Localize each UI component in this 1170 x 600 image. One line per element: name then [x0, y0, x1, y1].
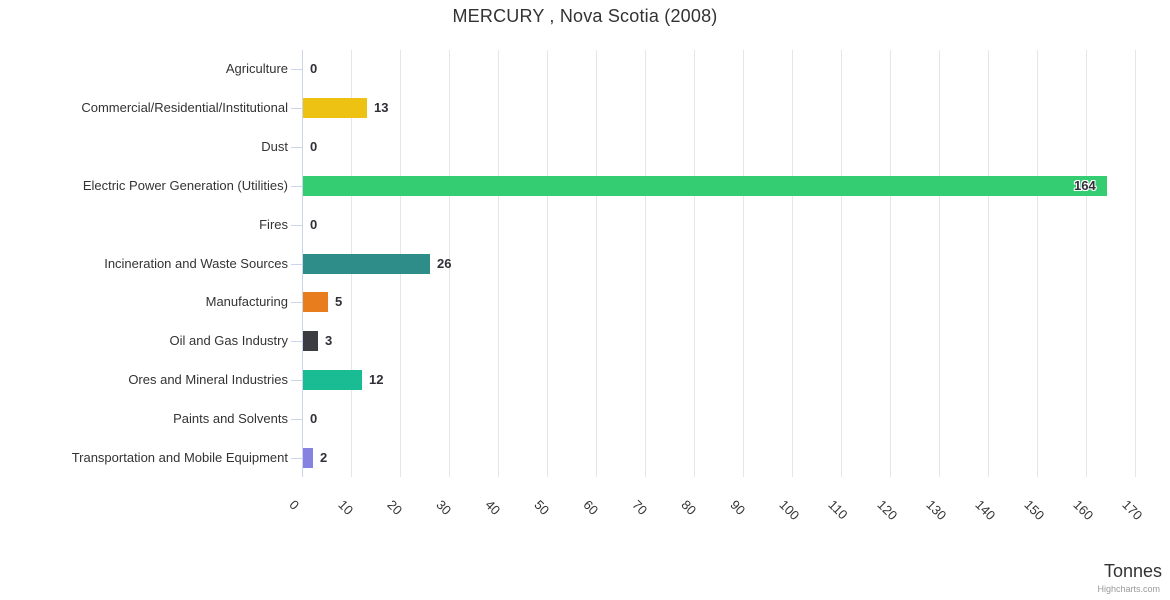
grid-line — [988, 50, 989, 477]
x-axis-tick-label: 70 — [629, 497, 651, 518]
grid-line — [694, 50, 695, 477]
category-tick — [291, 69, 302, 70]
grid-line — [498, 50, 499, 477]
category-label: Fires — [259, 216, 288, 232]
category-label: Manufacturing — [205, 294, 288, 310]
x-axis-tick-label: 80 — [678, 497, 700, 518]
x-axis-tick-label: 90 — [727, 497, 749, 518]
value-label: 13 — [374, 100, 389, 115]
category-tick — [291, 108, 302, 109]
category-label: Dust — [261, 139, 288, 155]
category-tick — [291, 380, 302, 381]
category-tick — [291, 264, 302, 265]
grid-line — [1135, 50, 1136, 477]
grid-line — [792, 50, 793, 477]
value-label: 26 — [437, 256, 452, 271]
grid-line — [743, 50, 744, 477]
category-tick — [291, 186, 302, 187]
grid-line — [645, 50, 646, 477]
value-label: 0 — [310, 61, 318, 76]
highcharts-credits[interactable]: Highcharts.com — [1097, 584, 1160, 594]
bar[interactable] — [303, 292, 328, 312]
grid-line — [1086, 50, 1087, 477]
category-label: Electric Power Generation (Utilities) — [82, 177, 288, 193]
x-axis-tick-label: 110 — [825, 497, 851, 523]
grid-line — [449, 50, 450, 477]
category-label: Ores and Mineral Industries — [128, 371, 288, 387]
category-label: Incineration and Waste Sources — [104, 255, 288, 271]
value-label: 0 — [310, 217, 318, 232]
bar[interactable] — [303, 176, 1107, 196]
chart-title: MERCURY , Nova Scotia (2008) — [452, 6, 718, 26]
x-axis-tick-label: 50 — [531, 497, 553, 518]
value-label: 2 — [320, 450, 328, 465]
grid-line — [596, 50, 597, 477]
x-axis-tick-label: 120 — [874, 497, 901, 523]
bar[interactable] — [303, 370, 362, 390]
category-tick — [291, 341, 302, 342]
x-axis-tick-label: 130 — [923, 497, 950, 523]
x-axis-tick-label: 150 — [1021, 497, 1048, 523]
grid-line — [841, 50, 842, 477]
grid-line — [890, 50, 891, 477]
x-axis-tick-label: 40 — [482, 497, 504, 518]
x-axis-tick-label: 10 — [335, 497, 357, 518]
grid-line — [1037, 50, 1038, 477]
category-label: Agriculture — [225, 61, 288, 77]
value-label: 5 — [335, 294, 343, 309]
category-label: Oil and Gas Industry — [169, 333, 289, 349]
value-label: 164 — [1074, 178, 1096, 193]
category-label: Commercial/Residential/Institutional — [81, 100, 288, 116]
category-label: Paints and Solvents — [173, 410, 288, 426]
bar[interactable] — [303, 448, 313, 468]
bar[interactable] — [303, 98, 367, 118]
category-tick — [291, 302, 302, 303]
x-axis-tick-label: 170 — [1119, 497, 1146, 523]
value-label: 0 — [310, 139, 318, 154]
bar[interactable] — [303, 254, 430, 274]
category-tick — [291, 419, 302, 420]
x-axis-title: Tonnes — [1103, 561, 1162, 581]
x-axis-tick-label: 20 — [384, 497, 406, 518]
x-axis-tick-label: 60 — [580, 497, 602, 518]
y-axis-line — [302, 50, 303, 477]
grid-line — [547, 50, 548, 477]
category-tick — [291, 225, 302, 226]
x-axis-tick-label: 140 — [972, 497, 999, 523]
value-label: 3 — [325, 333, 333, 348]
category-tick — [291, 147, 302, 148]
x-axis-tick-label: 100 — [776, 497, 803, 523]
bar[interactable] — [303, 331, 318, 351]
x-axis-tick-label: 30 — [433, 497, 455, 518]
grid-line — [939, 50, 940, 477]
x-axis-tick-label: 0 — [286, 497, 303, 513]
value-label: 12 — [369, 372, 384, 387]
category-tick — [291, 458, 302, 459]
value-label: 0 — [310, 411, 318, 426]
category-label: Transportation and Mobile Equipment — [71, 449, 288, 465]
x-axis-tick-label: 160 — [1070, 497, 1097, 523]
